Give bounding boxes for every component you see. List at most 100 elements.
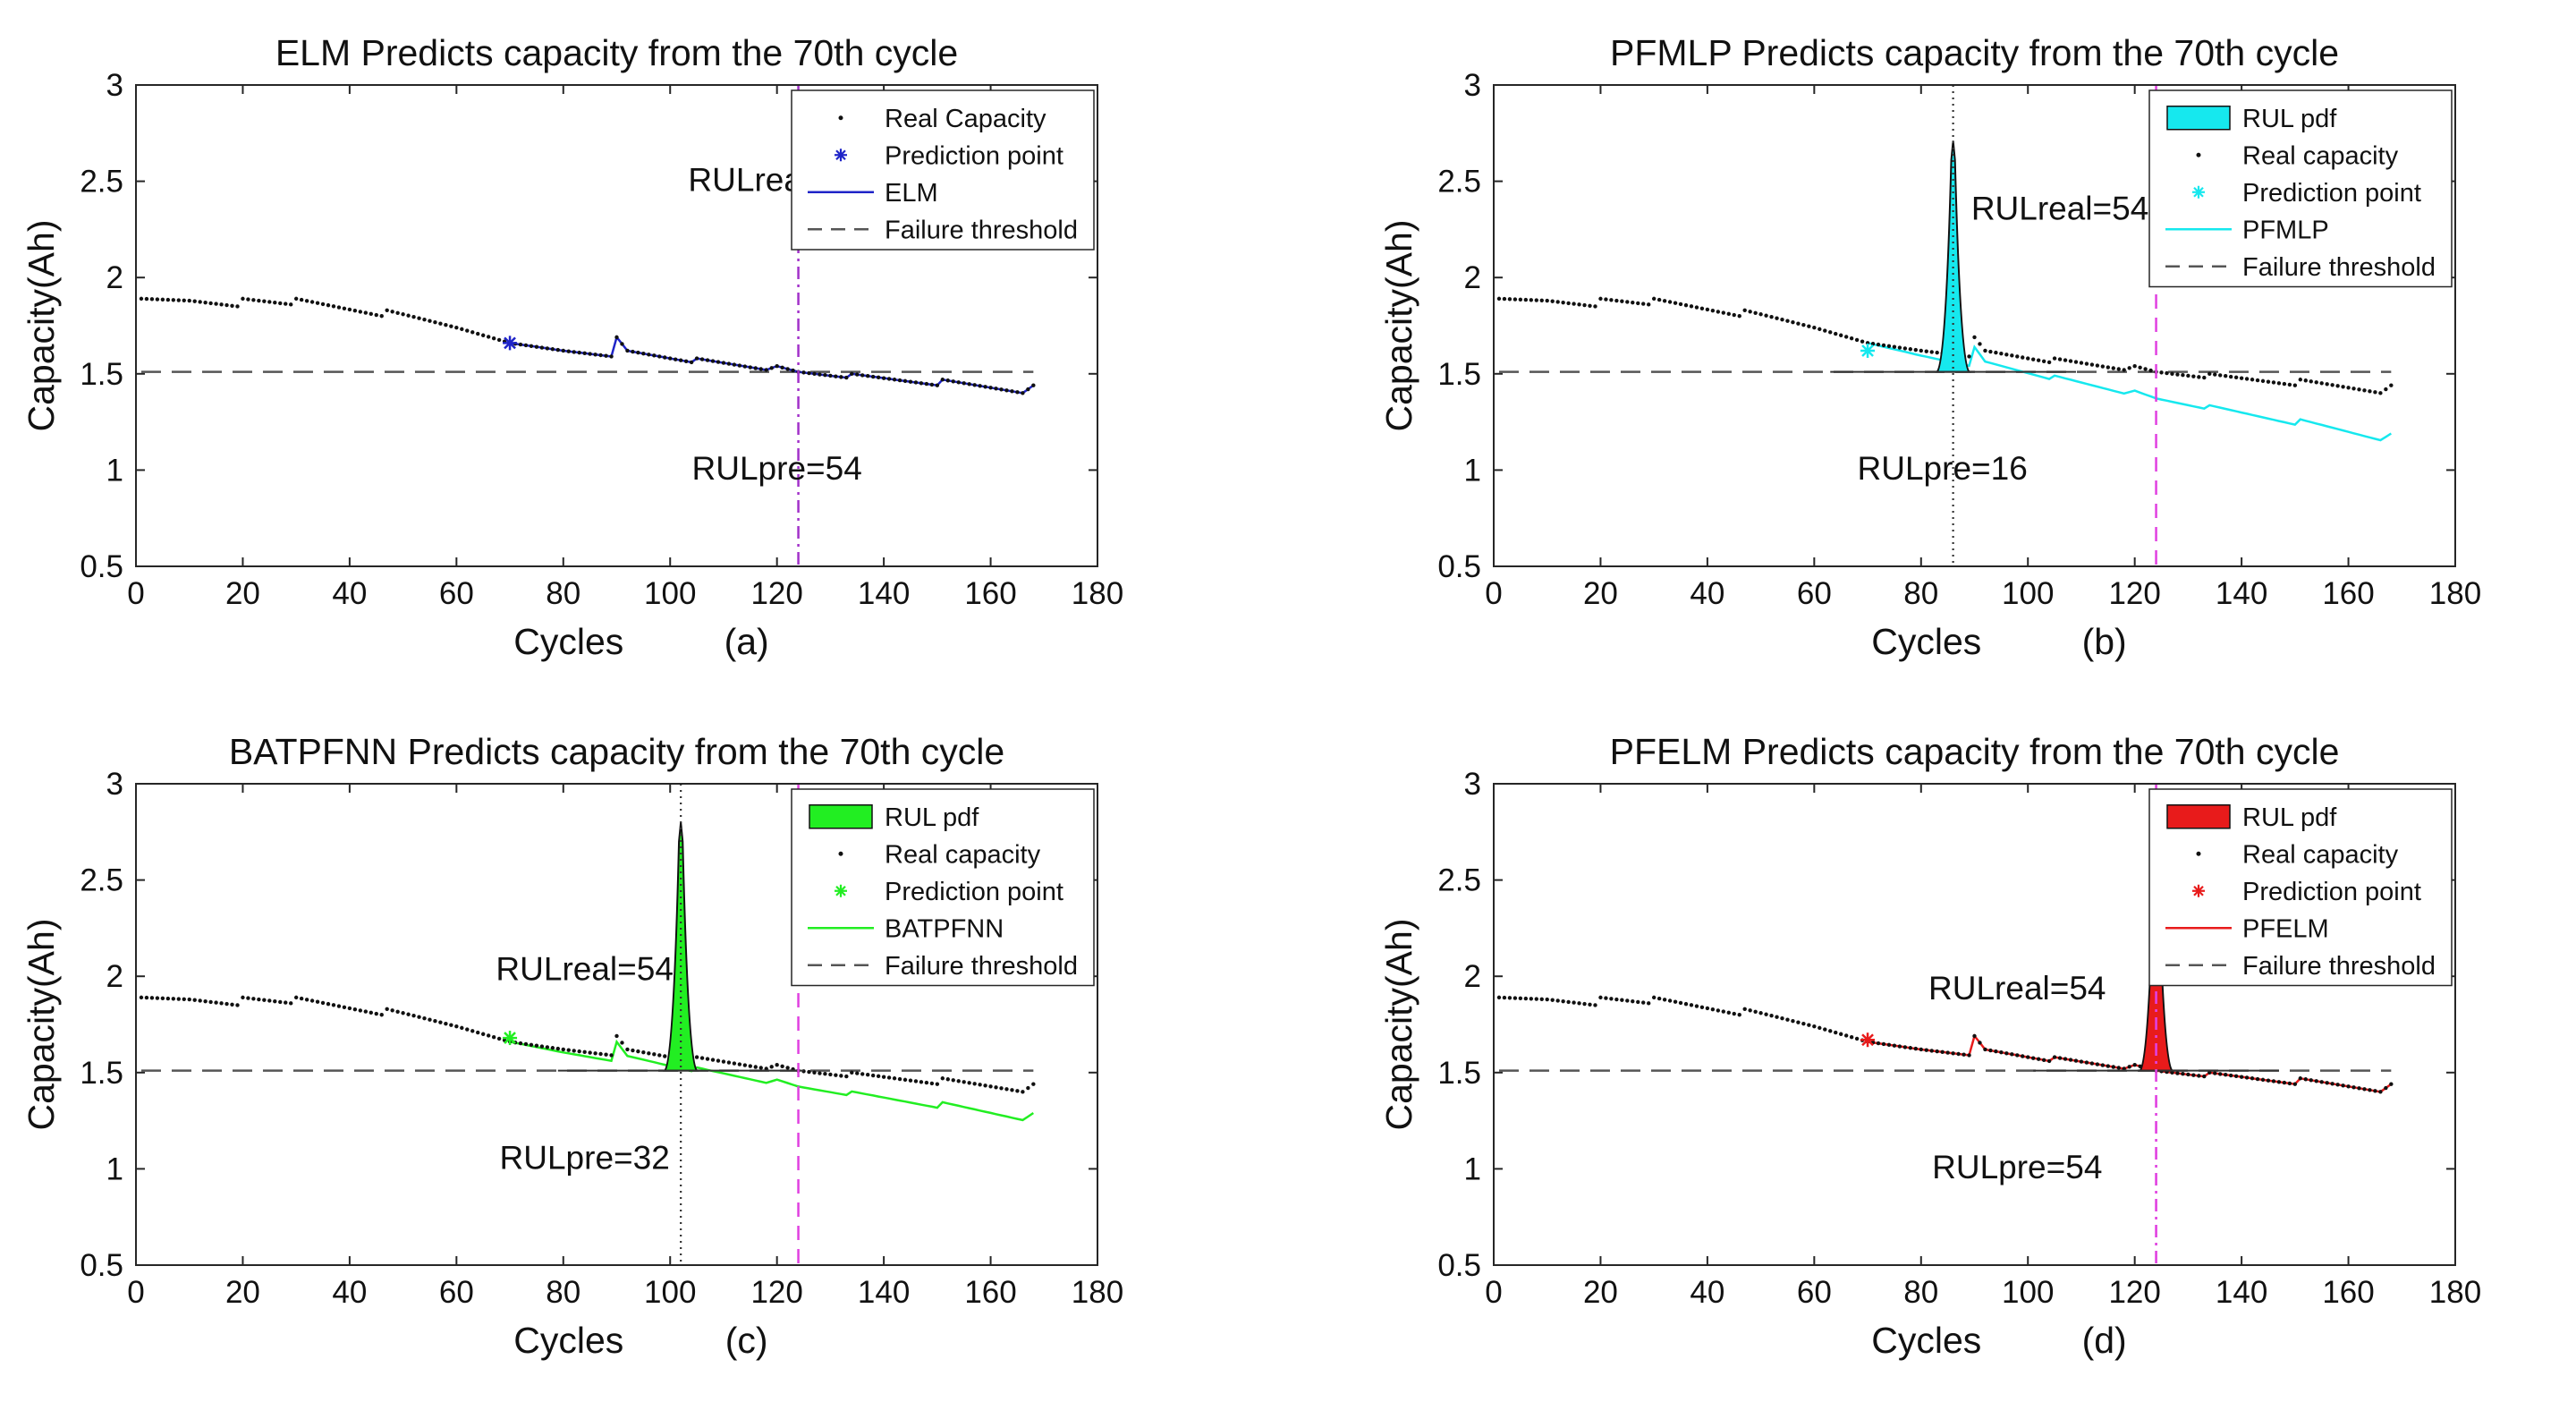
real-capacity-point [710, 359, 716, 363]
real-capacity-point [284, 302, 288, 306]
real-capacity-point [454, 325, 459, 330]
real-capacity-point [732, 1061, 737, 1066]
real-capacity-point [1667, 998, 1673, 1003]
legend-label: PFELM [2242, 914, 2329, 943]
real-capacity-point [139, 995, 144, 1000]
real-capacity-point [577, 350, 581, 355]
real-capacity-point [2175, 1071, 2180, 1075]
real-capacity-point [994, 387, 998, 391]
real-capacity-point [2068, 1058, 2073, 1062]
real-capacity-point [807, 370, 811, 376]
y-tick-label: 1 [106, 1151, 123, 1186]
real-capacity-point [1994, 350, 1998, 355]
real-capacity-point [2004, 353, 2009, 357]
real-capacity-series [139, 296, 1036, 395]
real-capacity-point [721, 361, 726, 365]
real-capacity-point [331, 1003, 336, 1007]
real-capacity-point [663, 355, 667, 360]
chart-title: ELM Predicts capacity from the 70th cycl… [275, 32, 958, 73]
legend-label: Failure threshold [885, 952, 1078, 981]
real-capacity-point [1748, 310, 1752, 314]
real-capacity-point [956, 1079, 961, 1083]
real-capacity-point [1593, 304, 1597, 309]
y-tick-label: 2 [1464, 959, 1481, 994]
chart-panel-c: BATPFNN Predicts capacity from the 70th … [21, 731, 1123, 1361]
real-capacity-point [983, 385, 987, 389]
real-capacity-point [1902, 346, 1908, 351]
real-capacity-point [155, 297, 160, 302]
real-capacity-point [444, 1021, 448, 1026]
x-tick-label: 140 [858, 1275, 910, 1310]
real-capacity-point [1913, 347, 1919, 353]
x-tick-label: 0 [127, 576, 144, 611]
real-capacity-point [588, 352, 592, 356]
real-capacity-point [1769, 1014, 1774, 1018]
real-capacity-point [2052, 356, 2057, 361]
real-capacity-point [257, 997, 261, 1002]
real-capacity-point [657, 354, 662, 359]
real-capacity-point [1726, 311, 1731, 317]
real-capacity-point [1620, 998, 1624, 1002]
real-capacity-point [785, 367, 790, 371]
real-capacity-point [818, 1071, 822, 1075]
x-tick-label: 100 [644, 576, 696, 611]
real-capacity-point [165, 996, 171, 1001]
real-capacity-point [647, 353, 651, 357]
real-capacity-point [149, 297, 155, 302]
real-capacity-point [2373, 390, 2377, 395]
plot-frame [135, 783, 1098, 1266]
real-capacity-point [2116, 367, 2121, 371]
real-capacity-point [2030, 1056, 2036, 1060]
real-capacity-point [908, 1078, 913, 1083]
real-capacity-point [2314, 1079, 2318, 1083]
real-capacity-point [1673, 301, 1678, 305]
real-capacity-point [1935, 350, 1939, 355]
real-capacity-point [262, 299, 267, 303]
real-capacity-point [2116, 1066, 2121, 1070]
real-capacity-point [454, 1024, 459, 1029]
real-capacity-point [2341, 385, 2345, 389]
real-capacity-point [1582, 302, 1587, 308]
real-capacity-point [1683, 302, 1689, 308]
real-capacity-point [496, 337, 502, 343]
real-capacity-point [1588, 303, 1592, 308]
real-capacity-point [246, 297, 250, 302]
real-capacity-point [358, 310, 363, 314]
real-capacity-point [1614, 298, 1619, 303]
legend-label: Real capacity [885, 840, 1041, 869]
real-capacity-point [1791, 319, 1795, 325]
y-tick-label: 1 [106, 453, 123, 488]
real-capacity-point [1026, 1085, 1030, 1091]
real-capacity-point [390, 1008, 394, 1013]
real-capacity-point [529, 1042, 534, 1048]
real-capacity-point [1737, 314, 1741, 319]
real-capacity-point [550, 347, 555, 352]
real-capacity-point [2373, 1089, 2377, 1093]
real-capacity-point [1764, 313, 1768, 318]
real-capacity-point [999, 387, 1004, 392]
real-capacity-point [2143, 367, 2148, 371]
real-capacity-point [219, 302, 224, 307]
real-capacity-point [780, 1064, 784, 1069]
real-capacity-point [2127, 366, 2131, 370]
real-capacity-point [935, 383, 940, 387]
real-capacity-point [2233, 375, 2239, 380]
real-capacity-point [214, 302, 218, 306]
x-tick-label: 80 [546, 1275, 580, 1310]
real-capacity-point [962, 1080, 966, 1084]
real-capacity-point [582, 351, 587, 356]
real-capacity-point [1545, 298, 1549, 303]
real-capacity-point [1646, 302, 1651, 307]
legend-label: Real capacity [2242, 840, 2399, 869]
real-capacity-point [2218, 373, 2223, 378]
real-capacity-point [273, 300, 277, 305]
real-capacity-point [1710, 308, 1716, 313]
real-capacity-point [2207, 1070, 2212, 1075]
real-capacity-point [2106, 365, 2111, 370]
real-capacity-point [620, 342, 624, 346]
real-capacity-point [144, 995, 149, 1000]
real-capacity-point [176, 997, 181, 1001]
real-capacity-point [983, 1083, 987, 1088]
real-capacity-point [2191, 374, 2196, 378]
real-capacity-point [1539, 298, 1544, 302]
